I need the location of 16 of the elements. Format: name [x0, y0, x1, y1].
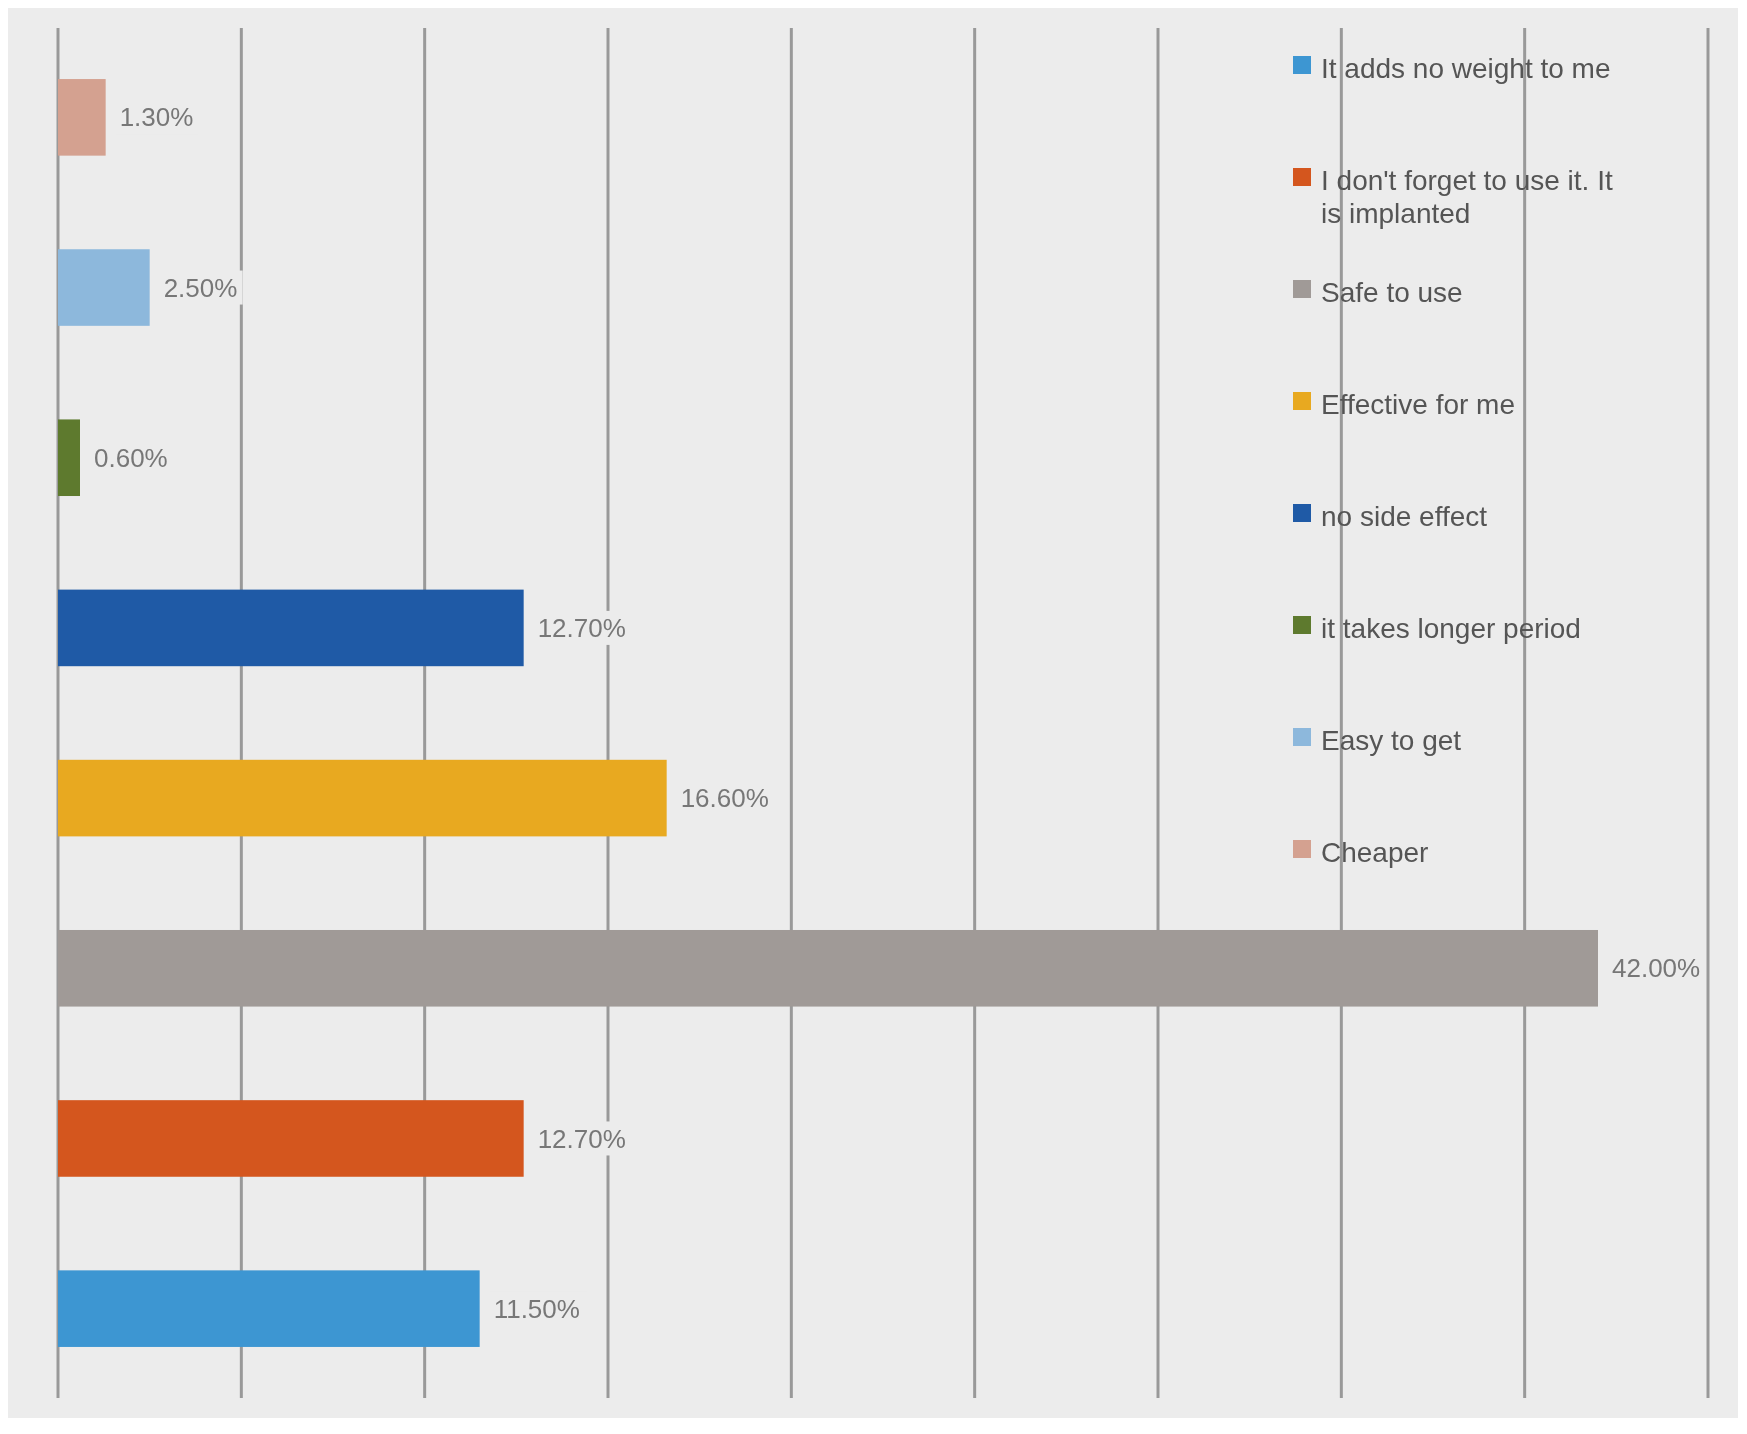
legend-label: Safe to use [1321, 276, 1463, 308]
data-label: 12.70% [537, 1123, 626, 1154]
legend-label: Easy to get [1321, 724, 1462, 756]
data-label: 12.70% [537, 613, 626, 644]
legend-label: it takes longer period [1321, 612, 1581, 644]
data-label: 16.60% [680, 783, 769, 814]
legend-label: Cheaper [1321, 836, 1429, 868]
data-label: 1.30% [119, 102, 194, 133]
data-label: 0.60% [94, 442, 168, 473]
data-label: 11.50% [493, 1293, 580, 1324]
legend-label: It adds no weight to me [1321, 52, 1611, 84]
data-label: 2.50% [163, 272, 238, 303]
legend-label: Effective for me [1321, 388, 1516, 420]
legend-label: no side effect [1321, 500, 1488, 532]
legend-label: I don't forget to use it. It is implanted [1321, 164, 1613, 230]
data-label: 42.00% [1612, 953, 1701, 984]
